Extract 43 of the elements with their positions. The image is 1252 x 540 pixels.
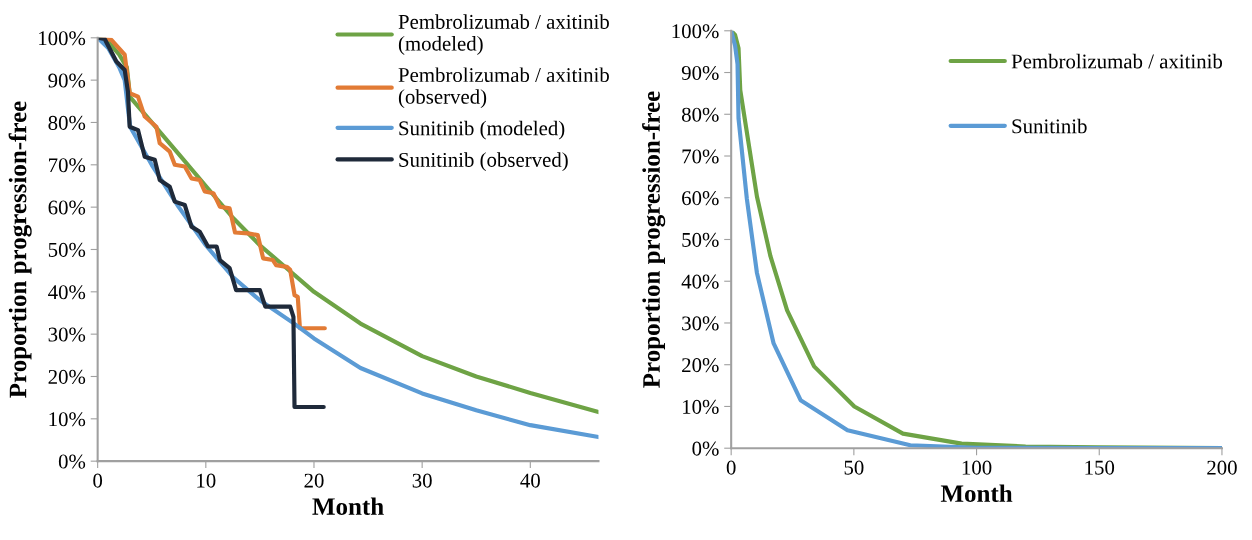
x-tick-label: 10	[197, 473, 216, 488]
y-tick-label: 40%	[48, 285, 86, 300]
x-tick-label: 40	[520, 473, 540, 488]
x-axis-title: Month	[940, 484, 1013, 503]
legend-label: Sunitinib (modeled)	[399, 120, 565, 140]
y-tick-label: 90%	[48, 73, 86, 88]
legend-label: Pembrolizumab / axitinib	[1011, 53, 1223, 69]
x-tick-label: 30	[412, 473, 432, 488]
y-axis-title: Proportion progression-free	[642, 91, 666, 388]
y-tick-label: 0%	[692, 441, 719, 456]
legend-label: Sunitinib	[1012, 118, 1087, 134]
y-tick-label: 20%	[48, 369, 86, 384]
y-tick-label: 20%	[682, 358, 719, 373]
y-tick-label: 70%	[49, 158, 86, 173]
x-tick-label: 0	[726, 460, 736, 475]
x-tick-label: 100	[962, 460, 992, 475]
y-tick-label: 60%	[48, 200, 86, 215]
y-tick-label: 10%	[683, 399, 719, 414]
y-tick-label: 80%	[681, 107, 719, 122]
y-tick-label: 40%	[681, 274, 719, 289]
y-tick-label: 90%	[681, 65, 719, 81]
x-tick-label: 0	[93, 473, 103, 488]
y-tick-label: 80%	[48, 115, 86, 130]
legend-label: Sunitinib (observed)	[399, 152, 568, 172]
y-tick-label: 100%	[672, 24, 719, 39]
y-tick-label: 60%	[682, 191, 719, 206]
x-tick-label: 20	[304, 473, 324, 488]
y-tick-label: 50%	[682, 232, 719, 247]
y-tick-label: 100%	[39, 31, 86, 46]
y-tick-label: 50%	[48, 242, 86, 257]
y-axis-title: Proportion progression-free	[8, 101, 32, 398]
x-tick-label: 150	[1085, 460, 1115, 475]
x-axis-title: Month	[312, 497, 384, 516]
x-tick-label: 50	[844, 460, 864, 475]
x-tick-label: 200	[1207, 460, 1237, 475]
y-tick-label: 10%	[49, 412, 86, 427]
legend-label: Pembrolizumab / axitinib (observed)	[398, 67, 609, 109]
legend-label: Pembrolizumab / axitinib (modeled)	[398, 14, 609, 55]
y-tick-label: 30%	[48, 327, 86, 342]
y-tick-label: 30%	[682, 316, 719, 331]
line-series	[97, 37, 326, 410]
y-tick-label: 70%	[682, 149, 719, 164]
y-tick-label: 0%	[58, 454, 86, 469]
